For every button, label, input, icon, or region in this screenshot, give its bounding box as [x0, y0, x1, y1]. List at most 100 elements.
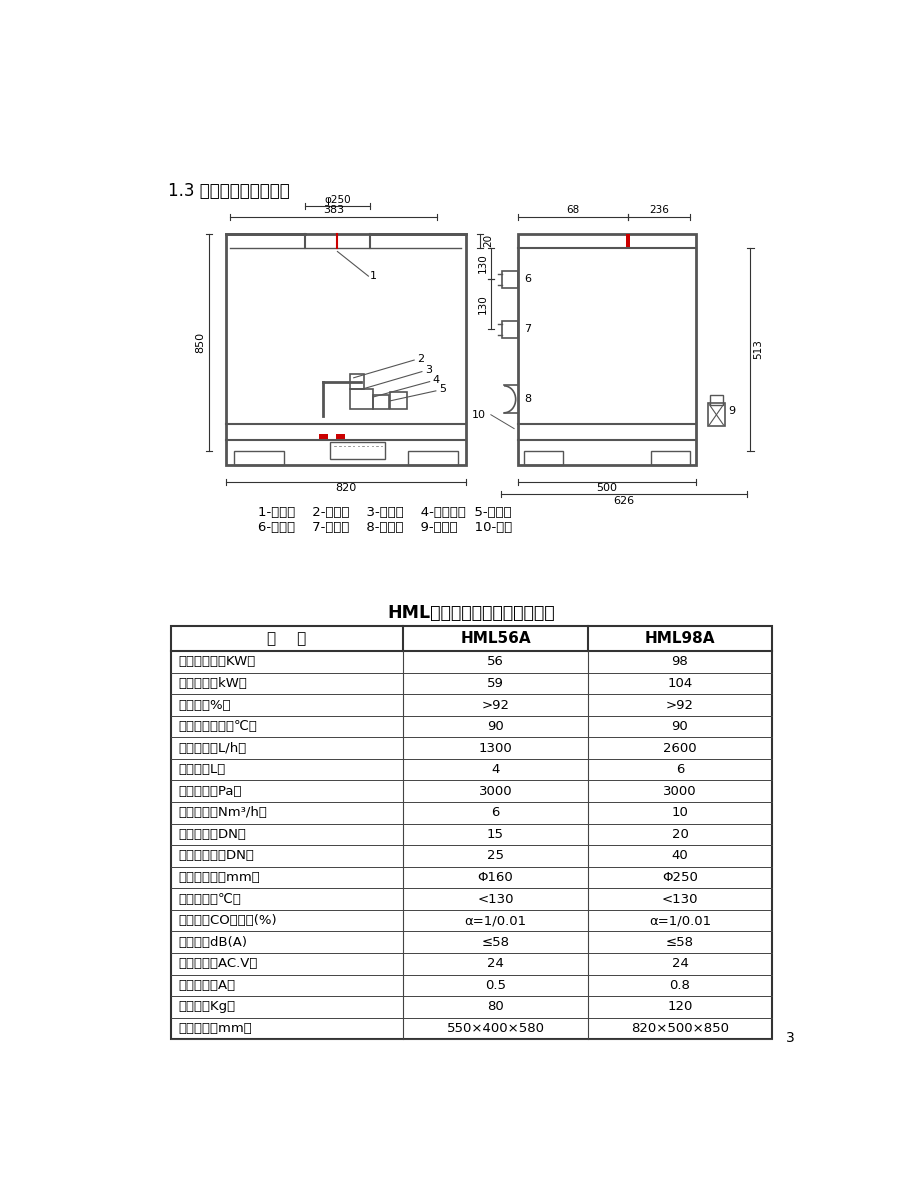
Text: 干烟气中CO排放量(%): 干烟气中CO排放量(%)	[178, 915, 277, 927]
Text: ≤58: ≤58	[665, 936, 693, 949]
Bar	[349, 374, 363, 389]
Bar	[330, 442, 384, 459]
Text: 8: 8	[524, 394, 531, 404]
Text: 循环水量（L/h）: 循环水量（L/h）	[178, 742, 246, 755]
Text: 水容积（L）: 水容积（L）	[178, 763, 225, 777]
Text: 燃烧噪声dB(A): 燃烧噪声dB(A)	[178, 936, 247, 949]
Text: 130: 130	[477, 294, 487, 314]
Text: HML系列燃气热水炉技术参数表: HML系列燃气热水炉技术参数表	[387, 604, 555, 622]
Text: 90: 90	[487, 721, 504, 734]
Bar	[335, 434, 345, 441]
Text: 15: 15	[486, 828, 504, 841]
Text: 98: 98	[671, 655, 687, 668]
Text: Φ250: Φ250	[662, 871, 698, 884]
Text: α=1/0.01: α=1/0.01	[648, 915, 710, 927]
Bar	[625, 233, 630, 248]
Text: 24: 24	[671, 958, 687, 971]
Text: 500: 500	[596, 484, 617, 493]
Text: 0.5: 0.5	[484, 979, 505, 992]
Text: 10: 10	[471, 410, 485, 419]
Text: 3: 3	[786, 1031, 794, 1046]
Text: 104: 104	[666, 676, 692, 690]
Text: HML56A: HML56A	[460, 631, 530, 647]
Bar	[502, 270, 517, 288]
Bar	[707, 404, 724, 426]
Text: 1300: 1300	[478, 742, 512, 755]
Text: 3000: 3000	[663, 785, 696, 798]
Bar	[709, 395, 721, 405]
Text: 513: 513	[753, 339, 763, 360]
Text: Φ160: Φ160	[477, 871, 513, 884]
Text: 9: 9	[727, 406, 734, 416]
Text: 外形尺寸（mm）: 外形尺寸（mm）	[178, 1022, 252, 1035]
Text: 236: 236	[649, 205, 668, 216]
Text: 383: 383	[323, 205, 344, 216]
Text: 燃气压力（Pa）: 燃气压力（Pa）	[178, 785, 242, 798]
Text: ≤58: ≤58	[481, 936, 509, 949]
Text: 6: 6	[524, 274, 530, 285]
Text: 最高出水温度（℃）: 最高出水温度（℃）	[178, 721, 257, 734]
Bar	[171, 626, 771, 1040]
Bar	[502, 320, 517, 338]
Text: 总质量（Kg）: 总质量（Kg）	[178, 1000, 235, 1014]
Text: 进出水接口（DN）: 进出水接口（DN）	[178, 849, 255, 862]
Bar	[349, 389, 373, 409]
Text: 20: 20	[482, 235, 493, 248]
Text: 额定电流（A）: 额定电流（A）	[178, 979, 235, 992]
Text: 6: 6	[491, 806, 499, 819]
Text: 68: 68	[566, 205, 579, 216]
Text: 型    号: 型 号	[267, 631, 306, 647]
Text: 燃气接口（DN）: 燃气接口（DN）	[178, 828, 246, 841]
Text: 3: 3	[425, 366, 432, 375]
Text: 燃气耗量（Nm³/h）: 燃气耗量（Nm³/h）	[178, 806, 267, 819]
Text: α=1/0.01: α=1/0.01	[464, 915, 526, 927]
Text: 24: 24	[486, 958, 504, 971]
Text: <130: <130	[661, 892, 698, 905]
Text: 6: 6	[675, 763, 684, 777]
Text: 输出热功率（KW）: 输出热功率（KW）	[178, 655, 255, 668]
Bar	[233, 451, 284, 464]
Text: >92: >92	[481, 698, 509, 711]
Text: 850: 850	[196, 332, 206, 353]
Text: 2600: 2600	[663, 742, 696, 755]
Text: 40: 40	[671, 849, 687, 862]
Text: 4: 4	[432, 375, 439, 385]
Text: 626: 626	[613, 495, 634, 506]
Text: 120: 120	[666, 1000, 692, 1014]
Text: 1: 1	[369, 272, 377, 281]
Text: <130: <130	[477, 892, 513, 905]
Bar	[390, 392, 407, 409]
Text: 排烟口直径（mm）: 排烟口直径（mm）	[178, 871, 260, 884]
Text: 排烟温度（℃）: 排烟温度（℃）	[178, 892, 241, 905]
Text: 6-进水口    7-出水口    8-排污口    9-燃烧器    10-底座: 6-进水口 7-出水口 8-排污口 9-燃烧器 10-底座	[258, 522, 512, 535]
Text: 130: 130	[477, 254, 487, 273]
Text: 1.3 外形尺寸及技术参数: 1.3 外形尺寸及技术参数	[167, 182, 289, 200]
Bar	[517, 233, 696, 464]
Bar	[524, 451, 562, 464]
Bar	[373, 394, 388, 409]
Bar	[651, 451, 689, 464]
Bar	[225, 233, 466, 464]
Text: 0.8: 0.8	[669, 979, 689, 992]
Text: 额定电压（AC.V）: 额定电压（AC.V）	[178, 958, 257, 971]
Text: 热效率（%）: 热效率（%）	[178, 698, 231, 711]
Text: 820: 820	[335, 484, 357, 493]
Text: φ250: φ250	[323, 194, 350, 205]
Text: 20: 20	[671, 828, 687, 841]
Text: HML98A: HML98A	[644, 631, 714, 647]
Text: 25: 25	[486, 849, 504, 862]
Text: 90: 90	[671, 721, 687, 734]
Bar	[319, 434, 328, 441]
Text: 59: 59	[486, 676, 504, 690]
Text: 56: 56	[486, 655, 504, 668]
Text: 80: 80	[487, 1000, 504, 1014]
Bar	[407, 451, 458, 464]
Text: 550×400×580: 550×400×580	[446, 1022, 544, 1035]
Text: 7: 7	[524, 324, 531, 335]
Text: 4: 4	[491, 763, 499, 777]
Text: 3000: 3000	[478, 785, 512, 798]
Text: 820×500×850: 820×500×850	[630, 1022, 728, 1035]
Text: 5: 5	[438, 385, 446, 394]
Text: 输入功率（kW）: 输入功率（kW）	[178, 676, 247, 690]
Text: 2: 2	[417, 354, 424, 363]
